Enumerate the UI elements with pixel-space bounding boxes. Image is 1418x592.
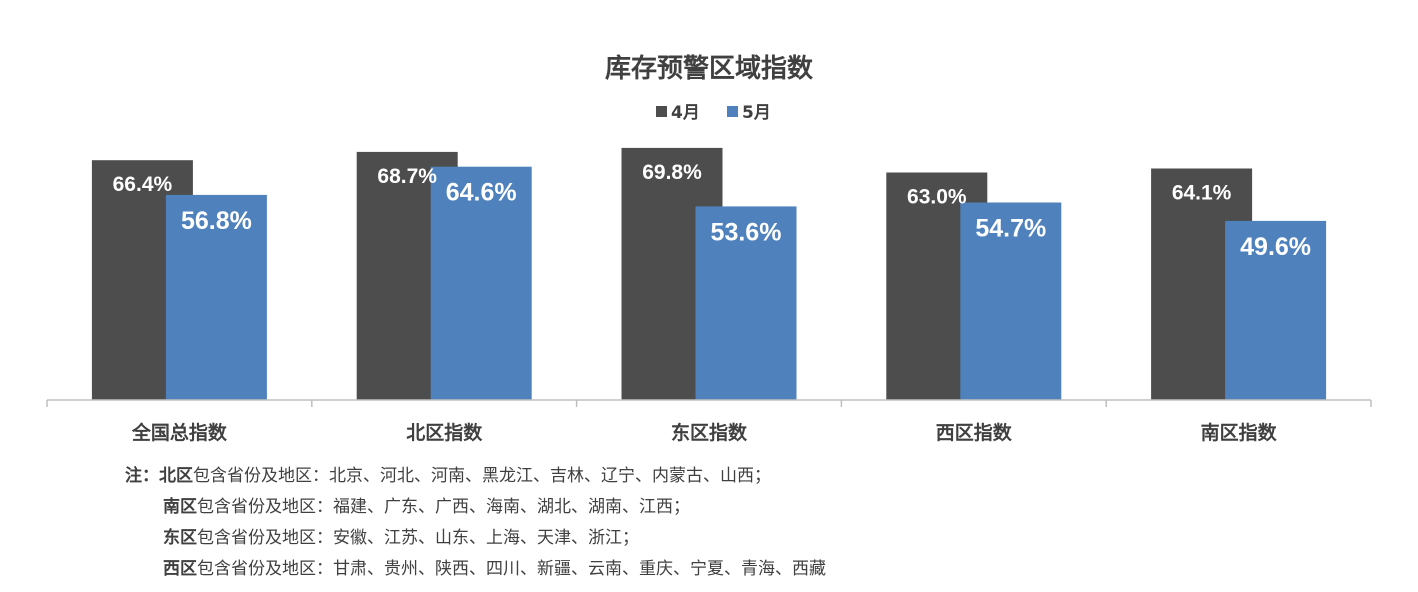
bar-may-2 <box>695 206 797 400</box>
legend-label-may: 5月 <box>742 103 771 123</box>
note-text-west: 包含省份及地区：甘肃、贵州、陕西、四川、新疆、云南、重庆、宁夏、青海、西藏 <box>197 559 826 579</box>
bar-may-1 <box>430 166 532 400</box>
note-text-south: 包含省份及地区：福建、广东、广西、海南、湖北、湖南、江西； <box>197 497 690 517</box>
note-region-south: 南区 <box>163 497 197 517</box>
data-label-april-0: 66.4% <box>113 173 173 196</box>
note-prefix: 注： <box>125 466 159 486</box>
bars-group <box>91 147 1327 400</box>
category-label-3: 西区指数 <box>936 421 1013 444</box>
note-line-north: 注：北区包含省份及地区：北京、河北、河南、黑龙江、吉林、辽宁、内蒙古、山西； <box>125 461 826 492</box>
chart: 库存预警区域指数 4月 5月 66.4% 56.8% 68.7% 64.6% 69.8%… <box>46 53 1372 444</box>
bar-may-3 <box>960 202 1062 400</box>
category-label-4: 南区指数 <box>1201 421 1278 444</box>
note-text-east: 包含省份及地区：安徽、江苏、山东、上海、天津、浙江； <box>197 528 639 548</box>
note-region-west: 西区 <box>163 559 197 579</box>
note-line-east: 东区包含省份及地区：安徽、江苏、山东、上海、天津、浙江； <box>125 523 826 554</box>
bar-may-0 <box>165 194 267 400</box>
data-label-may-1: 64.6% <box>446 179 517 207</box>
note-line-west: 西区包含省份及地区：甘肃、贵州、陕西、四川、新疆、云南、重庆、宁夏、青海、西藏 <box>125 554 826 585</box>
legend-label-april: 4月 <box>671 103 700 123</box>
note-region-north: 北区 <box>159 466 193 486</box>
note-line-south: 南区包含省份及地区：福建、广东、广西、海南、湖北、湖南、江西； <box>125 492 826 523</box>
data-label-may-4: 49.6% <box>1240 233 1311 261</box>
data-label-may-2: 53.6% <box>711 218 782 246</box>
note-region-east: 东区 <box>163 528 197 548</box>
bar-may-4 <box>1225 220 1327 400</box>
category-label-0: 全国总指数 <box>131 421 228 444</box>
category-label-1: 北区指数 <box>406 421 483 444</box>
data-label-april-1: 68.7% <box>377 165 437 188</box>
category-labels: 全国总指数 北区指数 东区指数 西区指数 南区指数 <box>131 421 1278 444</box>
data-label-april-2: 69.8% <box>642 161 702 184</box>
data-label-april-4: 64.1% <box>1172 182 1232 205</box>
data-label-april-3: 63.0% <box>907 186 967 209</box>
category-label-2: 东区指数 <box>671 421 748 444</box>
legend-swatch-april <box>656 106 667 117</box>
data-label-may-3: 54.7% <box>975 215 1046 243</box>
legend: 4月 5月 <box>656 103 771 123</box>
chart-title: 库存预警区域指数 <box>605 53 814 84</box>
notes: 注：北区包含省份及地区：北京、河北、河南、黑龙江、吉林、辽宁、内蒙古、山西； 南… <box>125 461 826 585</box>
legend-swatch-may <box>727 106 738 117</box>
data-labels-group: 66.4% 56.8% 68.7% 64.6% 69.8% 53.6% 63.0% 54.7%… <box>113 161 1311 261</box>
note-text-north: 包含省份及地区：北京、河北、河南、黑龙江、吉林、辽宁、内蒙古、山西； <box>193 466 771 486</box>
x-axis <box>46 399 1372 407</box>
data-label-may-0: 56.8% <box>181 207 252 235</box>
